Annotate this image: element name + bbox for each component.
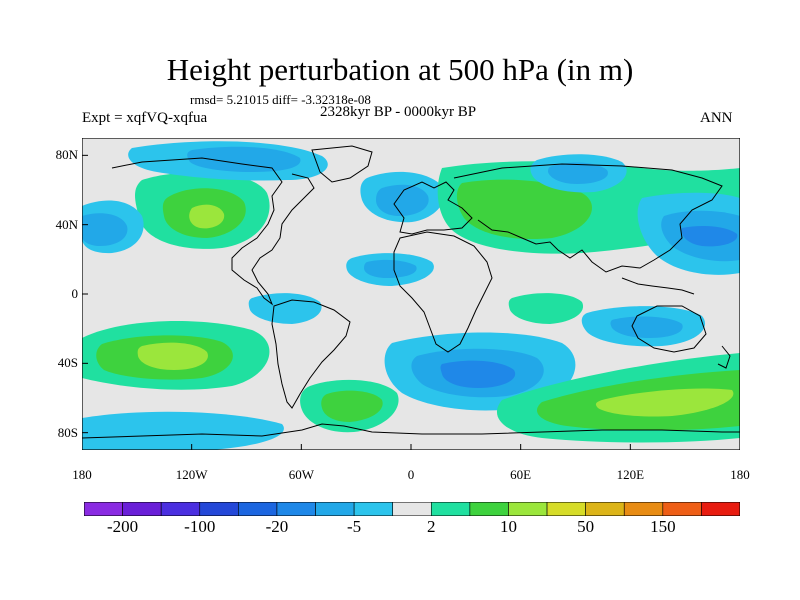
lon-tick-label: 0 (407, 467, 415, 482)
colorbar-cell (160, 502, 201, 516)
contour-negative-north-pacific-core (82, 213, 128, 246)
colorbar-label: -5 (347, 517, 362, 536)
colorbar-cell (585, 502, 625, 516)
colorbar-cell (508, 502, 548, 516)
lon-tick-label: 60E (510, 467, 532, 482)
contour-positive-eurasia-core (456, 179, 592, 240)
stats-label: rmsd= 5.21015 diff= -3.32318e-08 (190, 92, 371, 107)
lat-tick-label: 0 (71, 286, 79, 301)
contour-negative-europe-core (376, 184, 429, 216)
coastline-europe (393, 181, 473, 235)
lat-tick-label: 40S (57, 355, 78, 371)
lon-tick-label: 120W (175, 467, 208, 482)
contour-negative-australia-core (610, 316, 683, 338)
coastline-asia (453, 163, 723, 273)
season-label: ANN (700, 110, 733, 126)
period-label: 2328kyr BP - 0000kyr BP (320, 104, 477, 120)
colorbar-label: 150 (650, 517, 676, 536)
coastline-south-america (271, 299, 351, 409)
colorbar-cell (315, 502, 355, 516)
coastline-new-zealand (717, 345, 731, 369)
colorbar-cell (238, 502, 278, 516)
colorbar-cell (353, 502, 394, 516)
coastline-antarctica (82, 423, 740, 439)
coastline-indonesia (621, 277, 695, 295)
colorbar-cell (701, 502, 740, 516)
contour-negative-south-atlantic-indian-max (440, 360, 516, 388)
colorbar-label: 50 (577, 517, 595, 536)
colorbar-cell (662, 502, 702, 516)
map-title: Height perturbation at 500 hPa (in m) (166, 52, 634, 87)
colorbar (84, 502, 740, 516)
lat-tick-label: 80N (55, 147, 78, 163)
contour-positive-southern-ocean-indian-max (595, 388, 734, 417)
contour-positive-south-atlantic-core (321, 390, 383, 422)
lon-tick-label: 120E (616, 467, 645, 482)
colorbar-cell (469, 502, 509, 516)
lon-tick-label: 60W (288, 467, 314, 482)
contour-negative-antarctic (82, 411, 284, 450)
colorbar-label: -20 (265, 517, 289, 536)
colorbar-cell (430, 502, 471, 516)
contour-positive-south-pacific-max (137, 342, 208, 370)
lat-tick-label: 80S (57, 424, 78, 440)
coastline-north-america (111, 157, 315, 306)
lon-tick-label: 180 (730, 467, 750, 482)
colorbar-cell (392, 502, 432, 516)
colorbar-cell (276, 502, 316, 516)
coastline-greenland (311, 145, 373, 183)
colorbar-label: -100 (184, 517, 216, 536)
coastline-africa (393, 231, 493, 353)
colorbar-cell (199, 502, 239, 516)
axis-ticks (82, 154, 740, 450)
colorbar-label: -200 (106, 517, 139, 536)
coastlines (82, 145, 740, 439)
colorbar-cell (623, 502, 664, 516)
contour-negative-atlantic-tropics-core (364, 259, 417, 278)
contour-positive-indian-ocean (508, 293, 584, 324)
contour-negative-west-pacific-max (681, 226, 738, 247)
coastline-australia (631, 305, 707, 353)
colorbar-cell (122, 502, 162, 516)
lat-tick-label: 40N (55, 216, 78, 232)
height-perturbation-map (82, 138, 740, 450)
colorbar-label: 10 (499, 517, 517, 536)
colorbar-cell (546, 502, 586, 516)
contour-negative-arctic-core (187, 146, 301, 172)
lon-tick-label: 180 (72, 467, 92, 482)
colorbar-label: 2 (427, 517, 436, 536)
contour-negative-siberia-core (548, 162, 608, 184)
experiment-label: Expt = xqfVQ-xqfua (82, 110, 208, 126)
contour-positive-north-america-max (189, 204, 225, 229)
colorbar-cell (84, 502, 123, 516)
